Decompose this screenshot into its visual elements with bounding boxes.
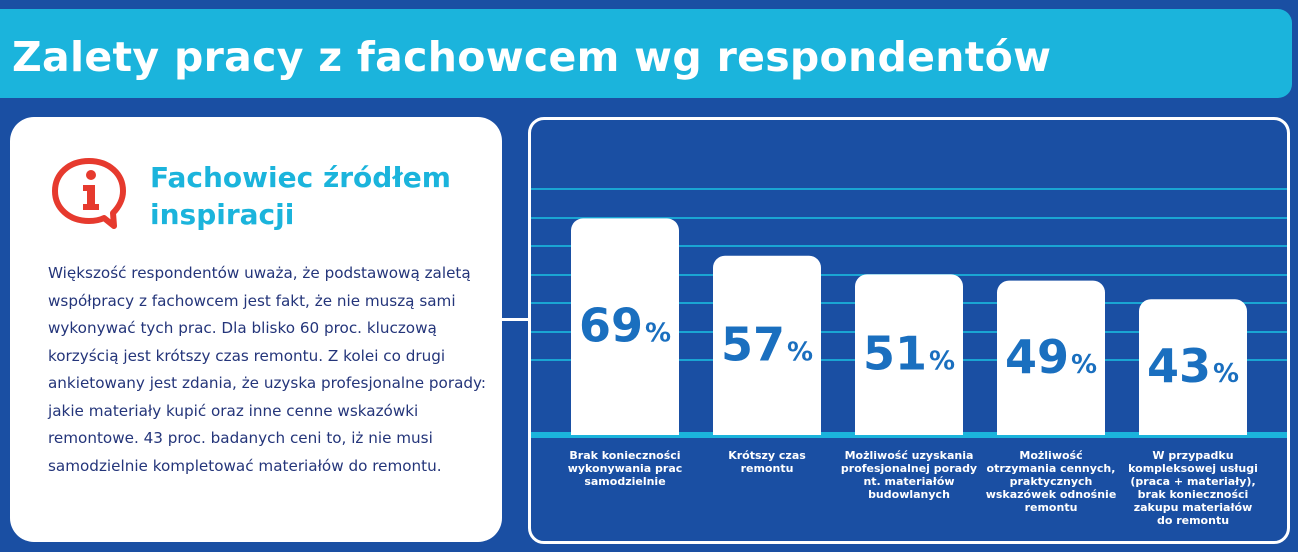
category-label-line: W przypadku (1152, 449, 1233, 462)
info-heading: Fachowiec źródłem inspiracji (150, 161, 451, 231)
category-label-line: samodzielnie (584, 475, 665, 488)
category-label-2: Krótszy czas remontu (728, 449, 806, 475)
data-label-unit: % (645, 319, 671, 349)
data-label-unit: % (1071, 350, 1097, 380)
category-label-line: remontu (741, 462, 794, 475)
data-label-value: 57 (721, 317, 785, 371)
category-label-line: wskazówek odnośnie (986, 488, 1117, 501)
category-label-line: kompleksowej usługi (1128, 462, 1258, 475)
category-label-line: Brak konieczności (569, 449, 680, 462)
category-label-line: (praca + materiały), (1130, 475, 1255, 488)
category-label-line: nt. materiałów (863, 475, 954, 488)
category-label-line: Możliwość uzyskania (845, 449, 974, 462)
category-label-5: W przypadku kompleksowej usługi (praca + m… (1128, 449, 1258, 527)
info-body-text: Większość respondentów uważa, że podstaw… (48, 264, 487, 475)
category-label-line: remontu (1025, 501, 1078, 514)
data-label-5: 43% (1147, 339, 1239, 393)
bar-2 (713, 255, 821, 435)
bar-1 (571, 218, 679, 435)
category-label-line: Krótszy czas (728, 449, 806, 462)
category-label-line: do remontu (1157, 514, 1229, 527)
bar-5 (1139, 299, 1247, 435)
bar-3 (855, 274, 963, 435)
category-label-line: profesjonalnej porady (841, 462, 977, 475)
info-speech-bubble-icon (52, 158, 126, 229)
data-label-unit: % (929, 347, 955, 377)
data-label-value: 43 (1147, 339, 1211, 393)
category-label-line: zakupu materiałów (1134, 501, 1253, 514)
data-label-value: 51 (863, 327, 927, 381)
data-label-1: 69% (579, 299, 671, 353)
category-label-line: budowlanych (868, 488, 950, 501)
data-label-value: 69 (579, 299, 643, 353)
category-label-line: otrzymania cennych, (987, 462, 1116, 475)
chart-panel: 69% Brak konieczności wykonywania prac samo… (528, 117, 1290, 544)
info-card: Fachowiec źródłem inspiracji Większość r… (10, 117, 502, 542)
category-label-1: Brak konieczności wykonywania prac samodzi… (568, 449, 683, 488)
data-label-4: 49% (1005, 330, 1097, 384)
category-label-line: Możliwość (1019, 449, 1083, 462)
bar-base-3 (855, 419, 963, 435)
data-label-value: 49 (1005, 330, 1069, 384)
category-label-3: Możliwość uzyskania profesjonalnej porady… (841, 449, 977, 501)
category-label-4: Możliwość otrzymania cennych, praktycznych… (986, 449, 1117, 514)
data-label-unit: % (1213, 359, 1239, 389)
category-label-line: praktycznych (1010, 475, 1093, 488)
bar-base-4 (997, 419, 1105, 435)
connector-line (502, 318, 530, 321)
page-title: Zalety pracy z fachowcem wg respondentów (12, 33, 1052, 81)
data-label-3: 51% (863, 327, 955, 381)
bar-base-2 (713, 419, 821, 435)
header-banner: Zalety pracy z fachowcem wg respondentów (0, 9, 1292, 98)
bar-4 (997, 280, 1105, 435)
data-label-2: 57% (721, 317, 813, 371)
bar-chart: 69% Brak konieczności wykonywania prac samo… (531, 188, 1287, 527)
data-label-unit: % (787, 337, 813, 367)
bar-base-5 (1139, 419, 1247, 435)
category-label-line: brak konieczności (1138, 488, 1249, 501)
category-label-line: wykonywania prac (568, 462, 683, 475)
bar-base-1 (571, 419, 679, 435)
